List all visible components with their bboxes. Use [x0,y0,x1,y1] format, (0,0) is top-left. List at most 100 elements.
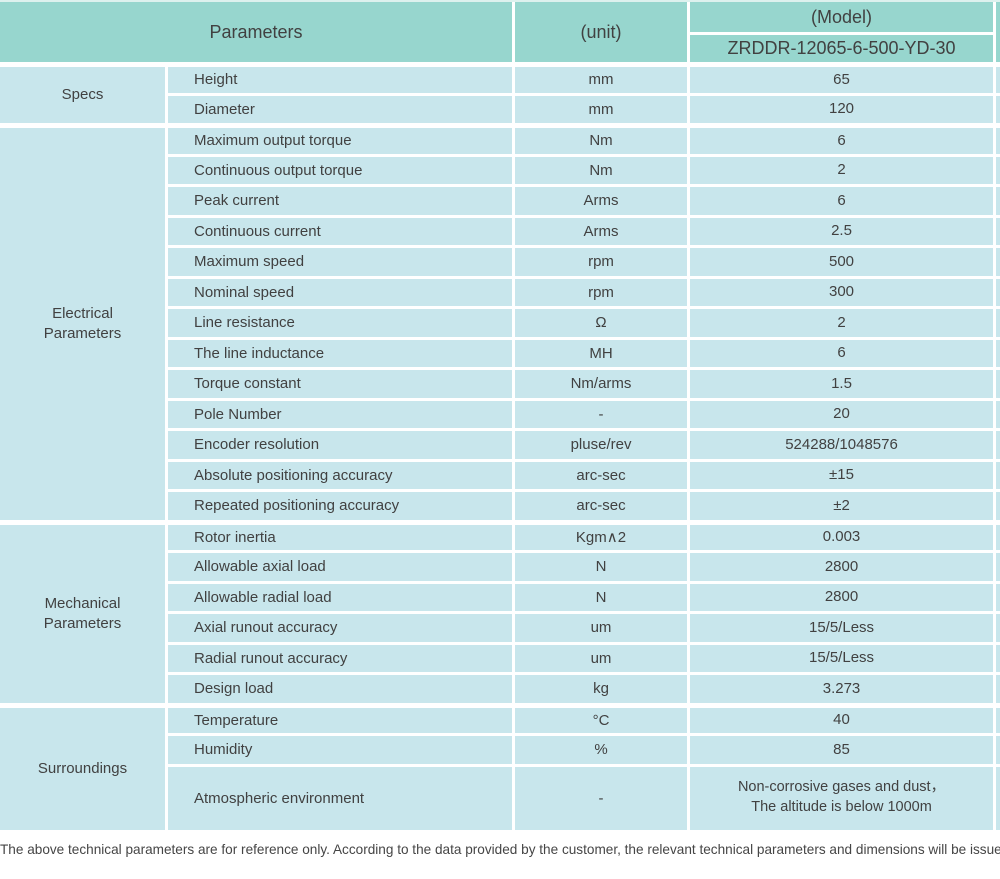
value-cell: 2800 [687,553,994,584]
table-row: Maximum speed rpm 500 [0,248,1000,279]
value-cell: 15/5/Less [687,614,994,645]
table-row: Absolute positioning accuracy arc-sec ±15 [0,461,1000,492]
table-row: Radial runout accuracy um 15/5/Less [0,644,1000,675]
value-cell: Non-corrosive gases and dust， The altitu… [687,766,994,833]
table-header-row-2: ZRDDR-12065-6-500-YD-30 [0,35,1000,65]
table-edge-strip [993,553,1000,584]
value-cell: 15/5/Less [687,644,994,675]
table-edge-strip [993,339,1000,370]
table-edge-strip [993,614,1000,645]
table-row: Torque constant Nm/arms 1.5 [0,370,1000,401]
value-cell: 2800 [687,583,994,614]
table-body: Parameters (unit) (Model) ZRDDR-12065-6-… [0,2,1000,833]
value-cell: 2 [687,156,994,187]
unit-cell: Arms [512,187,688,218]
param-name-cell: Radial runout accuracy [165,644,513,675]
unit-cell: MH [512,339,688,370]
param-name-cell: Maximum speed [165,248,513,279]
table-edge-strip [993,2,1000,65]
param-name-cell: Repeated positioning accuracy [165,492,513,523]
value-cell: 120 [687,95,994,126]
unit-cell: % [512,736,688,767]
unit-cell: Arms [512,217,688,248]
table-row: Atmospheric environment - Non-corrosive ga… [0,766,1000,833]
table-row: Nominal speed rpm 300 [0,278,1000,309]
unit-cell: arc-sec [512,492,688,523]
table-edge-strip [993,461,1000,492]
param-name-cell: Allowable radial load [165,583,513,614]
table-edge-strip [993,95,1000,126]
param-name-cell: Continuous current [165,217,513,248]
table-edge-strip [993,583,1000,614]
param-name-cell: Encoder resolution [165,431,513,462]
param-name-cell: Humidity [165,736,513,767]
unit-cell: N [512,583,688,614]
param-name-cell: Torque constant [165,370,513,401]
param-name-cell: Design load [165,675,513,706]
table-row: Pole Number -20 [0,400,1000,431]
unit-cell: Ω [512,309,688,340]
value-cell: 0.003 [687,522,994,553]
unit-cell: mm [512,95,688,126]
unit-cell: - [512,766,688,833]
unit-cell: Nm/arms [512,370,688,401]
table-edge-strip [993,370,1000,401]
unit-cell: kg [512,675,688,706]
table-row: Design load kg 3.273 [0,675,1000,706]
parameters-table: Parameters (unit) (Model) ZRDDR-12065-6-… [0,0,1000,833]
value-cell: ±2 [687,492,994,523]
param-name-cell: Diameter [165,95,513,126]
model-value-cell: ZRDDR-12065-6-500-YD-30 [687,35,994,65]
unit-cell: arc-sec [512,461,688,492]
table-row: Line resistance Ω 2 [0,309,1000,340]
table-edge-strip [993,431,1000,462]
table-row: Allowable radial load N 2800 [0,583,1000,614]
param-name-cell: Nominal speed [165,278,513,309]
table-row: Encoder resolution pluse/rev 524288/104857… [0,431,1000,462]
param-name-cell: Rotor inertia [165,522,513,553]
table-row: Diameter mm 120 [0,95,1000,126]
table-edge-strip [993,248,1000,279]
unit-cell: Nm [512,126,688,157]
section-label-cell: Specs [0,65,165,126]
unit-cell: - [512,400,688,431]
param-name-cell: The line inductance [165,339,513,370]
param-name-cell: Atmospheric environment [165,766,513,833]
table-edge-strip [993,278,1000,309]
param-name-cell: Continuous output torque [165,156,513,187]
value-cell: 40 [687,705,994,736]
param-name-cell: Absolute positioning accuracy [165,461,513,492]
table-row: Mechanical Parameters Rotor inertia Kgm∧2 0… [0,522,1000,706]
table-edge-strip [993,187,1000,218]
section-label-cell: Surroundings [0,705,165,833]
table-row: The line inductance MH 6 [0,339,1000,370]
unit-cell: Nm [512,156,688,187]
unit-header-cell: (unit) [512,2,688,65]
table-row: Specs Height mm 65 [0,65,1000,126]
unit-cell: °C [512,705,688,736]
model-header-cell: (Model) [687,2,994,35]
table-row: Continuous current Arms 2.5 [0,217,1000,248]
table-header-row-1: Parameters (unit) (Model) [0,2,1000,65]
param-name-cell: Line resistance [165,309,513,340]
value-cell: ±15 [687,461,994,492]
value-cell: 85 [687,736,994,767]
value-cell: 2 [687,309,994,340]
table-edge-strip [993,644,1000,675]
unit-cell: N [512,553,688,584]
unit-cell: um [512,644,688,675]
value-cell: 300 [687,278,994,309]
table-edge-strip [993,766,1000,833]
value-cell: 1.5 [687,370,994,401]
unit-cell: pluse/rev [512,431,688,462]
table-row: Repeated positioning accuracy arc-sec ±2 [0,492,1000,523]
table-row: Humidity% 85 [0,736,1000,767]
param-name-cell: Axial runout accuracy [165,614,513,645]
value-cell: 65 [687,65,994,96]
table-edge-strip [993,705,1000,736]
table-edge-strip [993,309,1000,340]
value-cell: 20 [687,400,994,431]
value-cell: 6 [687,339,994,370]
param-name-cell: Height [165,65,513,96]
footer-note: The above technical parameters are for r… [0,841,1000,857]
